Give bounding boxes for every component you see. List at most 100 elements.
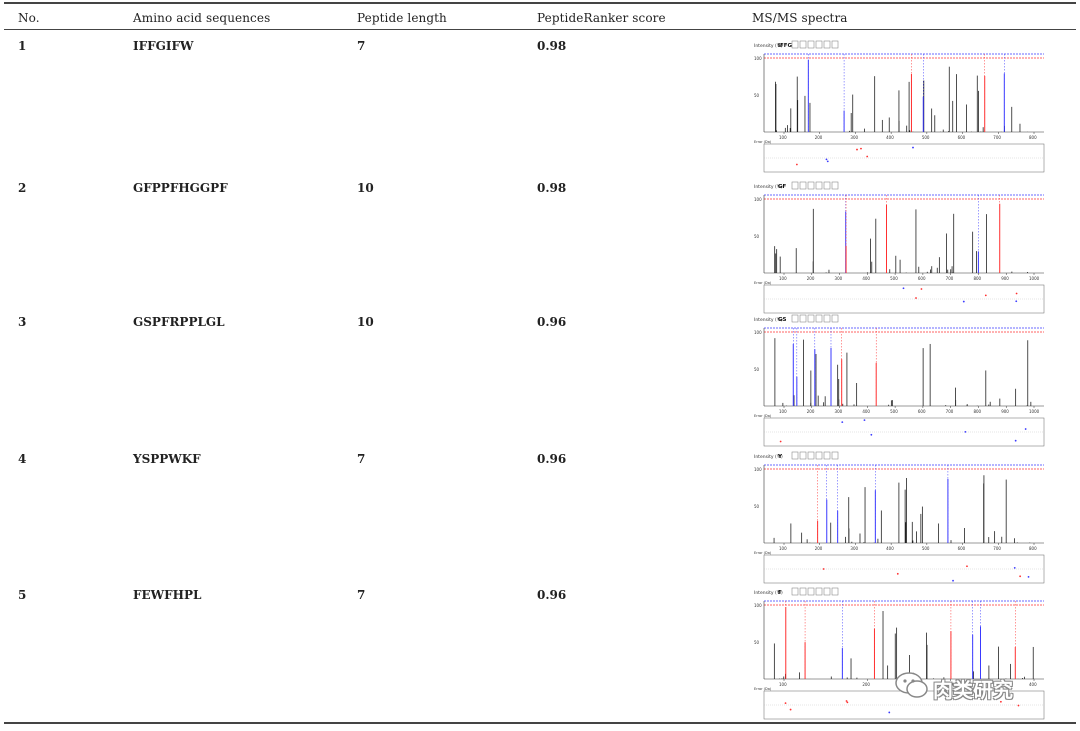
error-point [966, 565, 968, 568]
x-tick-label: 900 [1001, 276, 1009, 281]
header-no: No. [18, 11, 40, 25]
error-point [1015, 300, 1018, 303]
error-point [860, 147, 862, 150]
fragment-box [823, 451, 831, 460]
fragment-box [799, 40, 807, 49]
y-tick-label: 100 [754, 467, 762, 472]
error-point [841, 421, 844, 424]
header-sequence: Amino acid sequences [133, 11, 271, 25]
fragment-box [815, 40, 823, 49]
error-point [845, 700, 848, 702]
msms-spectrum-1: Intensity (%) IFFG 100 50 100 200 300 400 500 600… [752, 40, 1052, 175]
spectrum-ylabel: Intensity (%) [754, 454, 783, 460]
row-number: 4 [18, 452, 27, 466]
x-tick-label: 600 [958, 546, 966, 551]
x-tick-label: 700 [946, 276, 954, 281]
spectrum-tag: Y [777, 454, 783, 460]
fragment-box [799, 181, 807, 190]
spectrum-ylabel: Intensity (%) [754, 317, 783, 323]
x-tick-label: 600 [918, 409, 926, 414]
x-tick-label: 300 [835, 276, 843, 281]
error-label: Error (Da) [754, 140, 772, 144]
error-point [863, 419, 866, 422]
x-tick-label: 100 [779, 135, 787, 140]
fragment-box [791, 181, 799, 190]
fragment-box [799, 451, 807, 460]
x-tick-label: 600 [958, 135, 966, 140]
x-tick-label: 400 [886, 135, 894, 140]
x-tick-label: 800 [973, 276, 981, 281]
fragment-box [823, 181, 831, 190]
x-tick-label: 700 [993, 546, 1001, 551]
fragment-box [799, 587, 807, 596]
row-sequence: IFFGIFW [133, 39, 194, 53]
x-tick-label: 400 [862, 409, 870, 414]
error-point [826, 160, 829, 163]
error-point [1014, 439, 1017, 442]
msms-spectrum-2: Intensity (%) GF 100 50 100 200 300 400 500 600 70… [752, 181, 1052, 316]
wechat-icon [895, 672, 928, 698]
x-tick-label: 200 [815, 546, 823, 551]
spectrum-svg: Intensity (%)Y 100 50 100 200 300 400 500 600 700… [754, 451, 1045, 584]
y-tick-label: 100 [754, 330, 762, 335]
x-tick-label: 800 [973, 409, 981, 414]
y-tick-label: 50 [754, 367, 760, 372]
x-tick-label: 700 [946, 409, 954, 414]
fragment-box [823, 40, 831, 49]
spectrum-ylabel: Intensity (%) [754, 184, 783, 190]
error-point [952, 579, 954, 582]
x-tick-label: 800 [1029, 135, 1037, 140]
row-score: 0.96 [537, 452, 567, 466]
fragment-box [831, 181, 839, 190]
row-score: 0.96 [537, 588, 567, 602]
error-point [915, 297, 917, 299]
row-length: 7 [357, 588, 366, 602]
row-sequence: FEWFHPL [133, 588, 202, 602]
x-tick-label: 100 [779, 546, 787, 551]
x-tick-label: 1000 [1029, 409, 1040, 414]
fragment-box [807, 181, 815, 190]
error-point [902, 287, 905, 290]
x-tick-label: 900 [1001, 409, 1009, 414]
spectrum-ylabel: Intensity (%) [754, 43, 783, 49]
y-tick-label: 50 [754, 234, 760, 239]
row-number: 3 [18, 315, 27, 329]
spectrum-svg: Intensity (%)IFFG 100 50 100 200 300 400 500 600… [754, 40, 1045, 173]
row-number: 1 [18, 39, 27, 53]
x-tick-label: 100 [779, 682, 787, 687]
error-point [866, 155, 869, 158]
error-point [962, 300, 965, 303]
spectrum-svg: Intensity (%)F 100 50 100 200 300 400 Error (Da… [754, 587, 1045, 720]
x-tick-label: 500 [890, 276, 898, 281]
x-tick-label: 700 [993, 135, 1001, 140]
spectrum-tag: F [778, 590, 782, 596]
x-tick-label: 400 [1029, 682, 1037, 687]
x-tick-label: 300 [850, 546, 858, 551]
y-tick-label: 50 [754, 504, 760, 509]
fragment-box [791, 587, 799, 596]
error-label: Error (Da) [754, 281, 772, 285]
error-point [1017, 704, 1020, 707]
msms-spectrum-5: Intensity (%) F 100 50 100 200 300 400 Error (Da… [752, 587, 1052, 722]
x-tick-label: 200 [815, 135, 823, 140]
error-point [1024, 428, 1027, 430]
fragment-box [791, 451, 799, 460]
row-score: 0.98 [537, 39, 567, 53]
error-point [846, 701, 849, 704]
error-point [870, 433, 873, 436]
x-tick-label: 500 [890, 409, 898, 414]
row-number: 5 [18, 588, 27, 602]
row-length: 7 [357, 452, 366, 466]
y-tick-label: 100 [754, 197, 762, 202]
fragment-box [791, 314, 799, 323]
fragment-box [831, 314, 839, 323]
spectrum-tag: IFFG [778, 43, 793, 49]
error-label: Error (Da) [754, 414, 772, 418]
error-point [856, 148, 858, 151]
x-tick-label: 400 [862, 276, 870, 281]
spectrum-svg: Intensity (%)GS 100 50 100 200 300 400 500 600 70… [754, 314, 1045, 447]
error-point [795, 163, 798, 166]
row-score: 0.96 [537, 315, 567, 329]
x-tick-label: 500 [922, 135, 930, 140]
fragment-box [815, 181, 823, 190]
